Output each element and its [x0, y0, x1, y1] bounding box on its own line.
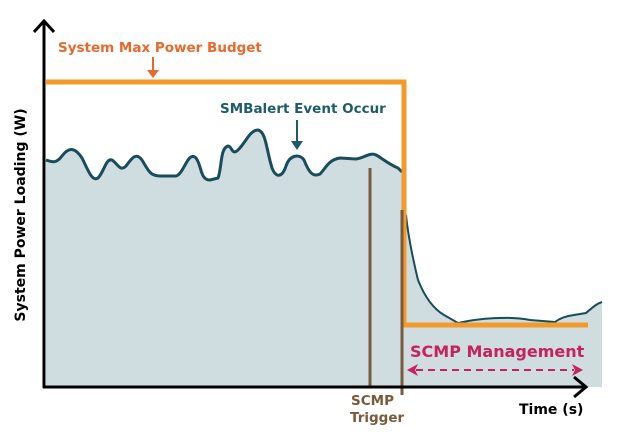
power-load-line-after [405, 214, 603, 325]
x-axis-label: Time (s) [519, 402, 583, 418]
smbalert-label: SMBalert Event Occur [220, 101, 386, 117]
budget-arrow-icon [147, 57, 159, 78]
management-label: SCMP Management [410, 342, 585, 361]
budget-label: System Max Power Budget [58, 40, 262, 56]
trigger-label-line1: SCMP [351, 393, 394, 409]
power-load-line [45, 128, 404, 182]
management-range-arrow-icon [407, 364, 583, 376]
max-power-budget-line [46, 79, 588, 328]
smbalert-arrow-icon [291, 120, 303, 150]
y-axis-label: System Power Loading (W) [13, 108, 29, 321]
y-axis [32, 18, 56, 388]
trigger-label-line2: Trigger [350, 410, 404, 426]
x-axis [43, 375, 589, 399]
